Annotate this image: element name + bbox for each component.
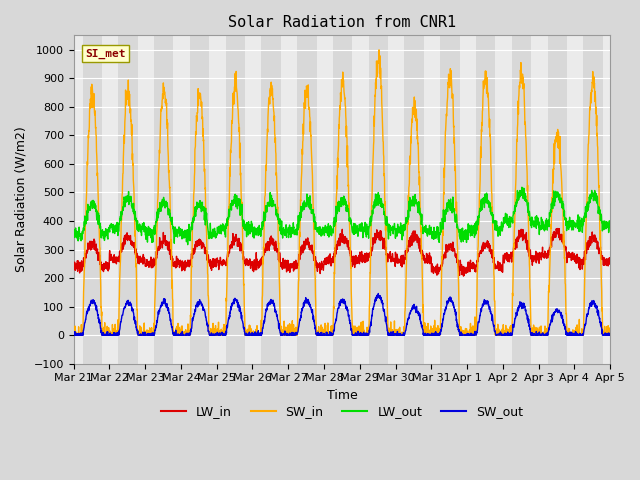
LW_out bbox=[369, 209, 377, 215]
SW_in bbox=[358, 327, 365, 333]
Legend: LW_in, SW_in, LW_out, SW_out: LW_in, SW_in, LW_out, SW_out bbox=[156, 400, 528, 423]
Bar bbox=[404, 36, 424, 364]
LW_in bbox=[498, 266, 506, 272]
Bar bbox=[512, 36, 531, 364]
Bar bbox=[83, 36, 102, 364]
LW_out bbox=[559, 206, 567, 212]
Bar bbox=[440, 36, 460, 364]
SW_in bbox=[70, 332, 77, 338]
LW_out bbox=[498, 228, 506, 234]
SW_in bbox=[606, 329, 614, 335]
LW_out bbox=[184, 242, 191, 248]
Bar bbox=[548, 36, 567, 364]
Line: SW_in: SW_in bbox=[74, 50, 610, 335]
SW_out bbox=[498, 332, 506, 338]
Bar bbox=[118, 36, 138, 364]
SW_out bbox=[559, 321, 567, 326]
SW_in bbox=[369, 154, 377, 160]
LW_in bbox=[460, 273, 467, 279]
Text: SI_met: SI_met bbox=[86, 48, 126, 59]
LW_in bbox=[369, 243, 377, 249]
SW_out bbox=[574, 332, 582, 338]
Line: LW_in: LW_in bbox=[74, 228, 610, 276]
Title: Solar Radiation from CNR1: Solar Radiation from CNR1 bbox=[228, 15, 456, 30]
Bar bbox=[476, 36, 495, 364]
SW_in bbox=[220, 324, 227, 330]
LW_out bbox=[606, 220, 614, 226]
SW_in bbox=[375, 47, 383, 53]
SW_out bbox=[70, 332, 77, 338]
LW_out bbox=[220, 222, 227, 228]
Bar bbox=[261, 36, 281, 364]
Bar bbox=[190, 36, 209, 364]
LW_out bbox=[574, 212, 582, 218]
Line: SW_out: SW_out bbox=[74, 294, 610, 335]
Bar bbox=[369, 36, 388, 364]
SW_in bbox=[574, 328, 582, 334]
LW_in bbox=[554, 226, 561, 231]
SW_in bbox=[498, 332, 506, 338]
SW_out bbox=[369, 305, 377, 311]
LW_out bbox=[518, 184, 525, 190]
LW_out bbox=[70, 231, 77, 237]
SW_in bbox=[559, 215, 567, 220]
Bar bbox=[333, 36, 353, 364]
LW_in bbox=[559, 240, 567, 246]
Bar bbox=[226, 36, 245, 364]
SW_out bbox=[606, 332, 614, 338]
LW_in bbox=[70, 267, 77, 273]
Y-axis label: Solar Radiation (W/m2): Solar Radiation (W/m2) bbox=[15, 127, 28, 273]
SW_out bbox=[358, 330, 365, 336]
LW_in bbox=[574, 257, 582, 263]
LW_in bbox=[357, 258, 365, 264]
SW_out bbox=[220, 332, 227, 338]
LW_in bbox=[220, 257, 227, 263]
SW_in bbox=[70, 329, 77, 335]
SW_out bbox=[374, 291, 382, 297]
LW_out bbox=[358, 228, 365, 234]
Bar bbox=[154, 36, 173, 364]
SW_out bbox=[70, 331, 77, 337]
LW_in bbox=[606, 259, 614, 265]
Bar bbox=[583, 36, 603, 364]
Bar bbox=[297, 36, 317, 364]
Line: LW_out: LW_out bbox=[74, 187, 610, 245]
X-axis label: Time: Time bbox=[326, 389, 357, 402]
